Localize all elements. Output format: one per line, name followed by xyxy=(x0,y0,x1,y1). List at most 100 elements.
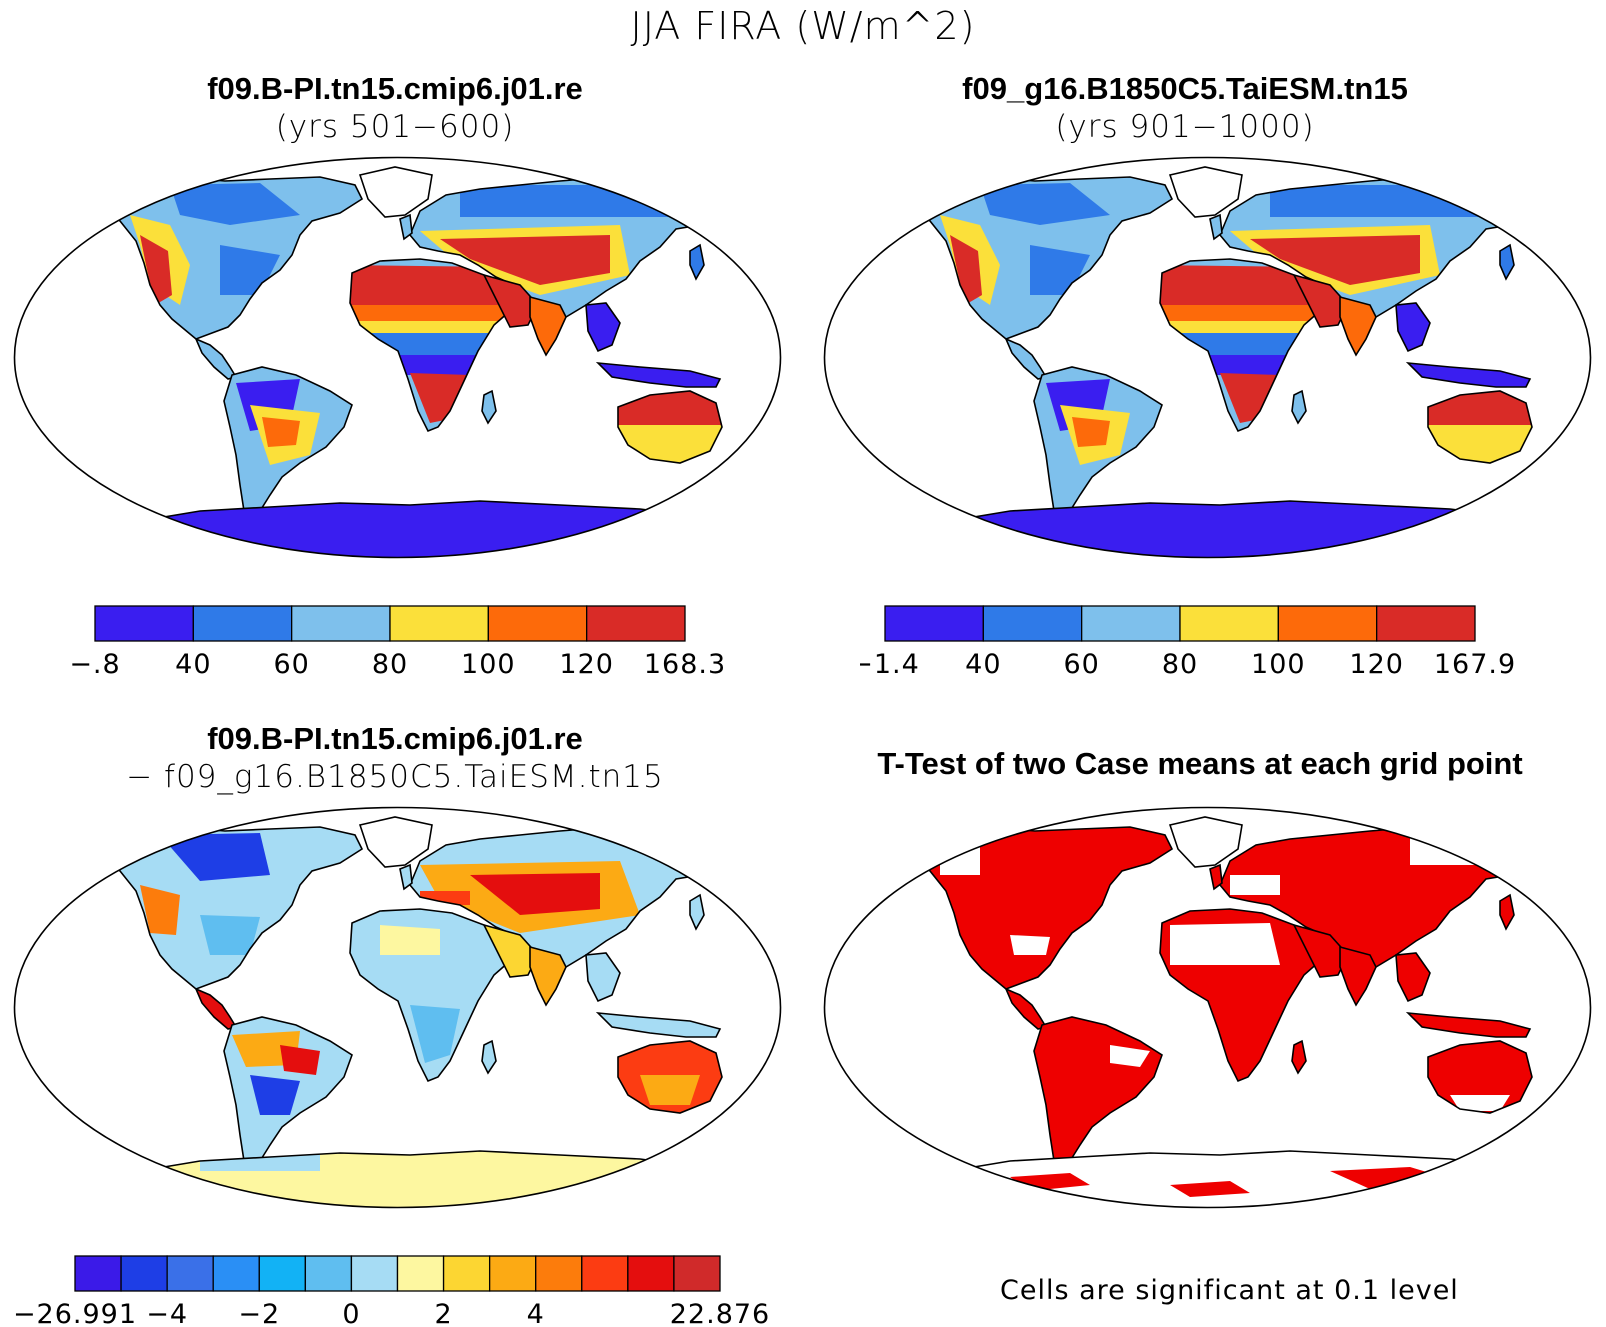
panel4-north-america-coast xyxy=(903,826,1174,990)
panel2-north-america-zone-2 xyxy=(980,183,1110,225)
panel1-colorbar-swatch-2 xyxy=(291,605,391,642)
panel2-australia-zone-0 xyxy=(1428,391,1532,430)
panel4-south-america-zone-0 xyxy=(1110,1045,1150,1067)
panel4-australia-zone-0 xyxy=(1450,1095,1510,1111)
panel1-colorbar: −.8 40 60 80 100 120 168.3 xyxy=(70,605,726,680)
panel1-eurasia-zone-1 xyxy=(440,235,610,285)
panel1-map xyxy=(13,156,782,559)
panel4-greenland-coast xyxy=(1168,816,1243,868)
panel1-colorbar-swatch-1 xyxy=(192,605,293,642)
panel1-south-america-zone-2 xyxy=(262,417,300,447)
panel4-map xyxy=(823,806,1592,1209)
panel1-colorbar-label-1: 40 xyxy=(175,649,211,680)
panel3-title: f09.B-PI.tn15.cmip6.j01.re − f09_g16.B18… xyxy=(0,720,790,796)
panel1-arabia-coast xyxy=(482,273,539,328)
panel2-colorbar-swatch-0 xyxy=(884,605,984,642)
panel3-india-coast xyxy=(529,945,567,1007)
panel4-india-coast xyxy=(1339,945,1377,1007)
panel3-africa-zone-1 xyxy=(380,925,440,955)
panel3-eurasia-coast xyxy=(409,826,714,970)
panel3-north-america-zone-1 xyxy=(140,885,180,935)
panel2-africa-zone-0 xyxy=(1160,265,1315,315)
panel1-australia-coast xyxy=(617,390,723,464)
panel3-greenland-coast xyxy=(358,816,433,868)
panel2-eurasia-zone-2 xyxy=(1270,185,1510,217)
panel4-southeast-asia-coast xyxy=(1395,952,1431,1003)
panel1-colorbar-swatch-3 xyxy=(389,605,489,642)
panel4-north-america-zone-1 xyxy=(1010,935,1050,955)
panel3-australia-coast xyxy=(617,1040,723,1114)
panel4-eurasia-zone-1 xyxy=(1410,835,1510,865)
panel3-colorbar-swatch-8 xyxy=(442,1255,491,1292)
panel2-colorbar-label-4: 100 xyxy=(1251,649,1306,680)
panel3-colorbar-label-8: 2 xyxy=(434,1299,452,1327)
panel3-south-america-zone-1 xyxy=(250,1075,300,1115)
panel4-antarctica-significant xyxy=(1010,1167,1450,1197)
panel2-colorbar-label-3: 80 xyxy=(1162,649,1198,680)
panel1-colorbar-swatch-4 xyxy=(487,605,588,642)
panel2-colorbar-label-5: 120 xyxy=(1349,649,1404,680)
main-title: JJA FIRA (W/m^2) xyxy=(630,4,976,48)
panel4-arabia xyxy=(1294,925,1348,977)
panel4-frame xyxy=(823,806,1592,1209)
panel1-madagascar-coast xyxy=(481,389,497,425)
panel2-colorbar-swatch-2 xyxy=(1081,605,1181,642)
panel3-colorbar-swatch-7 xyxy=(396,1255,445,1292)
panel3-colorbar-swatch-1 xyxy=(120,1255,168,1292)
panel1-indonesia-coast xyxy=(595,361,722,388)
panel1-colorbar-label-6: 168.3 xyxy=(644,649,726,680)
panel2-north-america-coast xyxy=(903,176,1174,340)
panel1-years: (yrs 501−600) xyxy=(275,109,515,145)
panel3-north-america-zone-2 xyxy=(200,915,260,955)
panel1-colorbar-label-2: 60 xyxy=(273,649,309,680)
panel3-uk-coast xyxy=(399,863,413,891)
panel2-colorbar-label-0: −1.4 xyxy=(860,649,920,680)
panel3-colorbar-swatch-0 xyxy=(74,1255,122,1292)
panel4-south-america-coast xyxy=(1033,1016,1163,1175)
panel1-frame xyxy=(13,156,782,559)
panel1-africa-zone-0 xyxy=(350,265,505,315)
panel2-south-america-coast xyxy=(1033,366,1163,525)
panel3-colorbar-label-14: 22.876 xyxy=(670,1299,770,1327)
panel1-colorbar-label-5: 120 xyxy=(559,649,614,680)
panel2-indonesia-coast xyxy=(1405,361,1532,388)
panel3-colorbar-swatch-12 xyxy=(627,1255,675,1292)
panel3-colorbar-swatch-13 xyxy=(673,1255,721,1292)
panel3-southeast-asia xyxy=(586,953,620,1001)
panel2-colorbar-swatch-1 xyxy=(982,605,1083,642)
panel3-colorbar-label-2: −4 xyxy=(146,1299,188,1327)
panel2-uk-coast xyxy=(1209,213,1223,241)
panel3-colorbar-swatch-10 xyxy=(535,1255,583,1292)
panel3-indonesia-coast xyxy=(595,1011,722,1038)
panel1-case-name: f09.B-PI.tn15.cmip6.j01.re xyxy=(207,71,583,106)
panel3-southeast-asia-coast xyxy=(585,952,621,1003)
panel4-africa-coast xyxy=(1159,908,1322,1083)
panel3-indonesia xyxy=(598,1013,720,1037)
panel3-north-america-zone-0 xyxy=(160,833,270,881)
panel4-africa-zone-0 xyxy=(1170,923,1280,965)
panel2-australia-coast xyxy=(1427,390,1533,464)
panel4-central-america xyxy=(1006,989,1046,1029)
panel4-title: T-Test of two Case means at each grid po… xyxy=(805,745,1595,783)
panel3-madagascar-coast xyxy=(481,1039,497,1075)
panel4-southeast-asia xyxy=(1396,953,1430,1001)
panel2-arabia-coast xyxy=(1292,273,1349,328)
panel2-eurasia-coast xyxy=(1219,176,1524,320)
panel3-australia-zone-1 xyxy=(640,1075,700,1105)
panel4-uk-coast xyxy=(1209,863,1223,891)
panel3-map xyxy=(13,806,782,1209)
panel3-minus-case: − f09_g16.B1850C5.TaiESM.tn15 xyxy=(126,759,664,795)
panel3-colorbar-label-6: 0 xyxy=(342,1299,360,1327)
panel2-title: f09_g16.B1850C5.TaiESM.tn15 (yrs 901−100… xyxy=(790,70,1580,146)
panel3-colorbar-swatch-3 xyxy=(212,1255,260,1292)
panel4-madagascar-coast xyxy=(1291,1039,1307,1075)
panel2-colorbar-swatch-3 xyxy=(1179,605,1279,642)
panel2-japan-coast xyxy=(1499,243,1515,281)
panel3-eurasia-zone-1 xyxy=(470,873,600,915)
panel2-southeast-asia-coast xyxy=(1395,302,1431,353)
panel1-eurasia-coast xyxy=(409,176,714,320)
panel2-north-america-zone-1 xyxy=(950,235,982,305)
panel1-australia-zone-0 xyxy=(618,391,722,430)
panel1-eurasia-zone-2 xyxy=(460,185,700,217)
panel3-south-america-zone-2 xyxy=(280,1045,320,1075)
